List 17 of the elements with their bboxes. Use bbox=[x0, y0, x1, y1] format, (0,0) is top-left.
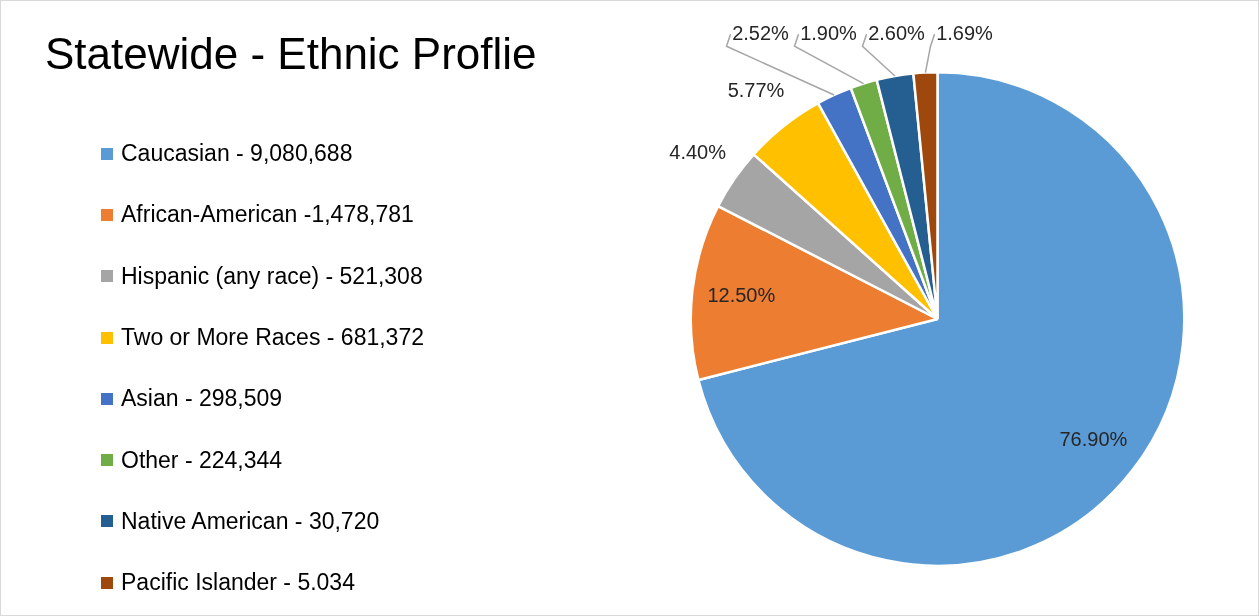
data-label: 1.90% bbox=[800, 21, 858, 44]
legend-label: Two or More Races - 681,372 bbox=[121, 324, 424, 352]
legend-label: Other - 224,344 bbox=[121, 446, 283, 474]
legend-label: Pacific Islander - 5.034 bbox=[121, 569, 355, 597]
legend-label: Hispanic (any race) - 521,308 bbox=[121, 262, 423, 290]
legend-label: Caucasian - 9,080,688 bbox=[121, 140, 353, 168]
chart-title: Statewide - Ethnic Proflie bbox=[45, 29, 537, 79]
data-label: 4.40% bbox=[669, 141, 727, 164]
legend-label: African-American -1,478,781 bbox=[121, 201, 414, 229]
legend-label: Native American - 30,720 bbox=[121, 507, 380, 535]
data-label: 5.77% bbox=[727, 78, 785, 101]
data-label: 2.60% bbox=[868, 21, 926, 44]
data-label: 76.90% bbox=[1059, 427, 1128, 450]
legend-label: Asian - 298,509 bbox=[121, 385, 283, 413]
data-label: 12.50% bbox=[707, 284, 776, 307]
data-label: 1.69% bbox=[936, 21, 994, 44]
data-label: 2.52% bbox=[732, 21, 790, 44]
